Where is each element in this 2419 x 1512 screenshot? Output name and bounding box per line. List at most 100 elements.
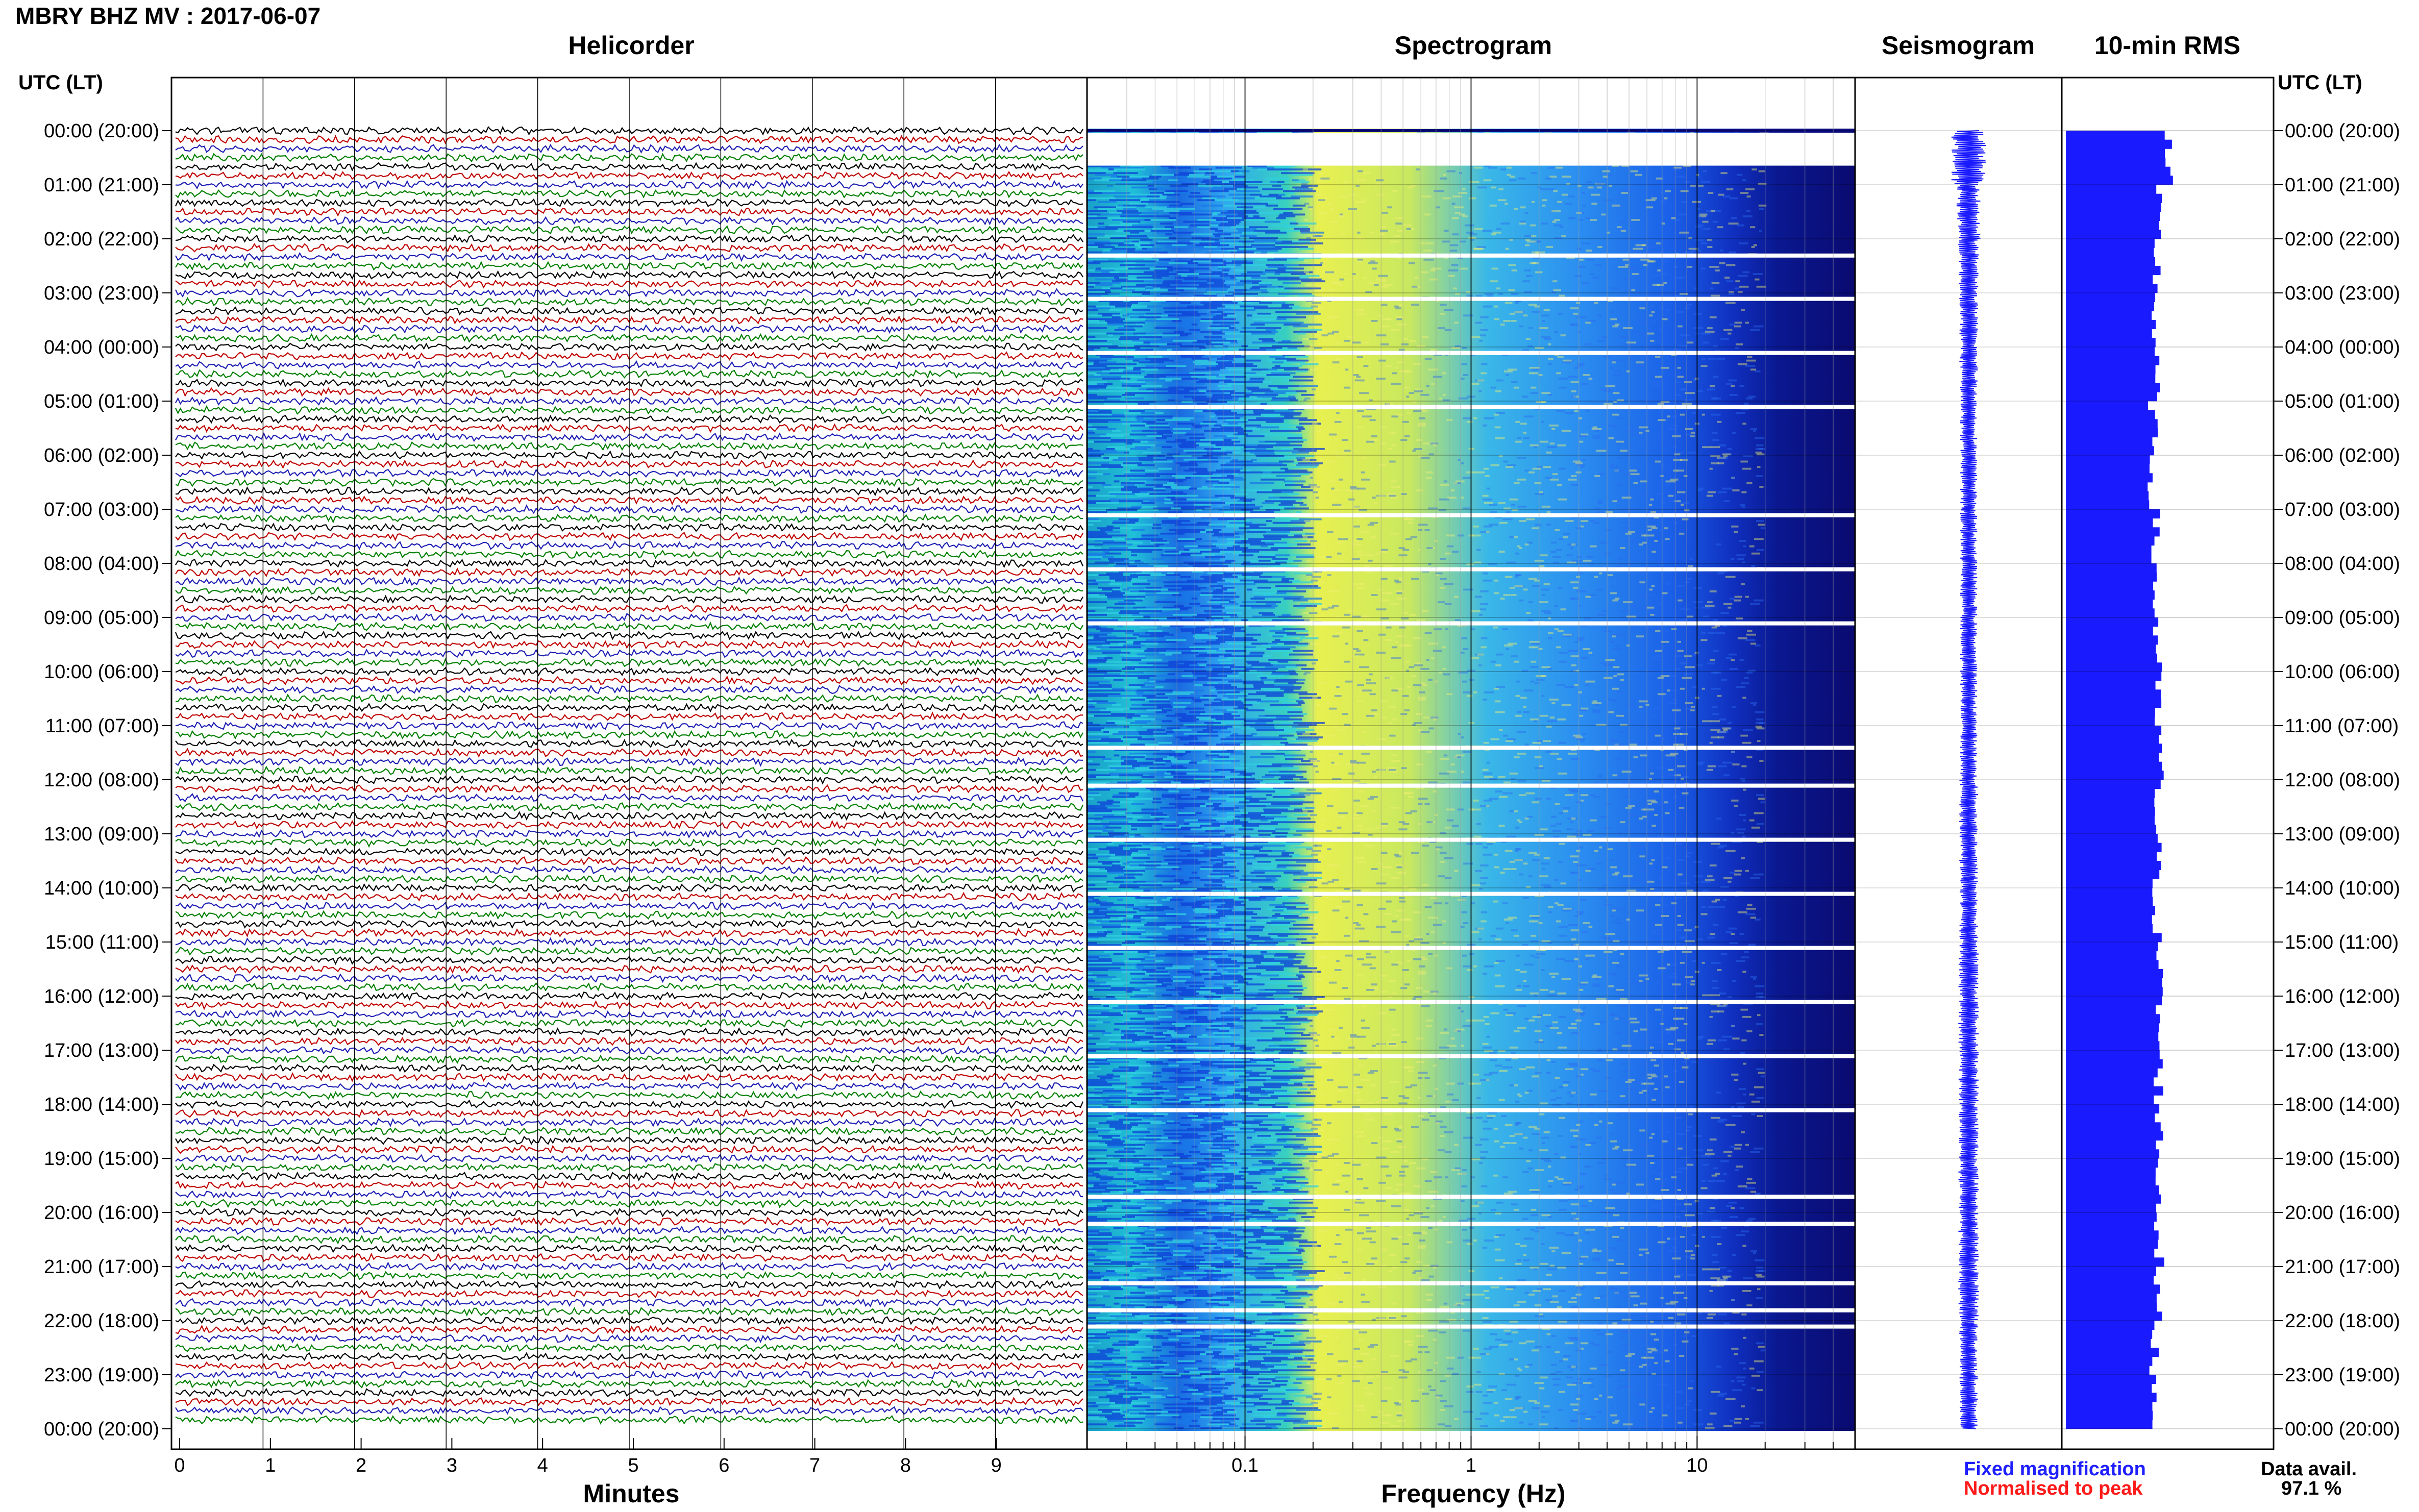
helicorder-x-tick-2: 2 <box>356 1455 366 1476</box>
seismogram-trace <box>1951 130 1986 1429</box>
page-title: MBRY BHZ MV : 2017-06-07 <box>15 3 321 29</box>
helicorder-x-tick-7: 7 <box>809 1455 820 1476</box>
rms-bar-131 <box>2066 1311 2162 1321</box>
right-time-tick-22: 22:00 (18:00) <box>2285 1310 2400 1332</box>
left-time-tick-7: 07:00 (03:00) <box>44 499 159 520</box>
rms-bar-41 <box>2066 500 2150 510</box>
rms-bar-35 <box>2066 446 2154 456</box>
helicorder-x-label: Minutes <box>583 1479 680 1508</box>
left-time-axis-label: UTC (LT) <box>18 71 103 94</box>
rms-bar-11 <box>2066 230 2161 239</box>
rms-bar-60 <box>2066 672 2162 681</box>
left-time-tick-14: 14:00 (10:00) <box>44 878 159 899</box>
right-time-tick-0: 00:00 (20:00) <box>2285 120 2400 142</box>
rms-bar-47 <box>2066 554 2152 564</box>
rms-bar-20 <box>2066 311 2152 320</box>
rms-bar-71 <box>2066 771 2164 780</box>
rms-bar-91 <box>2066 951 2157 960</box>
rms-bar-27 <box>2066 374 2156 384</box>
left-time-tick-18: 18:00 (14:00) <box>44 1094 159 1116</box>
left-time-tick-3: 03:00 (23:00) <box>44 283 159 304</box>
helicorder-x-tick-4: 4 <box>537 1455 548 1476</box>
right-time-tick-16: 16:00 (12:00) <box>2285 986 2400 1007</box>
rms-bar-93 <box>2066 969 2163 979</box>
rms-bar-5 <box>2066 176 2173 185</box>
rms-bar-9 <box>2066 212 2160 221</box>
rms-bar-7 <box>2066 193 2162 203</box>
rms-bar-116 <box>2066 1176 2156 1186</box>
rms-bar-122 <box>2066 1230 2159 1240</box>
rms-bar-19 <box>2066 302 2154 311</box>
rms-bar-140 <box>2066 1393 2157 1402</box>
rms-bar-0 <box>2066 131 2165 140</box>
rms-bar-115 <box>2066 1167 2156 1177</box>
left-time-tick-9: 09:00 (05:00) <box>44 607 159 629</box>
rms-bar-132 <box>2066 1321 2155 1330</box>
left-time-tick-13: 13:00 (09:00) <box>44 824 159 845</box>
rms-bar-137 <box>2066 1366 2150 1375</box>
rms-bar-90 <box>2066 942 2158 952</box>
rms-bar-138 <box>2066 1375 2156 1384</box>
left-time-tick-12: 12:00 (08:00) <box>44 770 159 791</box>
rms-bar-104 <box>2066 1068 2158 1078</box>
rms-bar-103 <box>2066 1059 2163 1069</box>
right-time-tick-18: 18:00 (14:00) <box>2285 1094 2400 1116</box>
rms-bar-88 <box>2066 924 2153 933</box>
rms-bar-86 <box>2066 906 2155 915</box>
data-availability-label: Data avail. <box>2261 1458 2357 1480</box>
right-time-tick-10: 10:00 (06:00) <box>2285 661 2400 683</box>
rms-bar-67 <box>2066 734 2159 744</box>
rms-bar-26 <box>2066 365 2156 375</box>
spectrogram-x-tick-1: 1 <box>1466 1455 1476 1476</box>
left-time-tick-22: 22:00 (18:00) <box>44 1310 159 1332</box>
rms-bar-133 <box>2066 1329 2153 1339</box>
rms-bar-84 <box>2066 888 2153 898</box>
right-time-tick-11: 11:00 (07:00) <box>2285 715 2399 737</box>
rms-title: 10-min RMS <box>2094 31 2241 60</box>
rms-bar-38 <box>2066 473 2153 483</box>
left-time-tick-23: 23:00 (19:00) <box>44 1365 159 1386</box>
rms-bar-125 <box>2066 1257 2164 1267</box>
right-time-tick-1: 01:00 (21:00) <box>2285 175 2400 196</box>
rms-bar-119 <box>2066 1203 2156 1213</box>
right-time-tick-13: 13:00 (09:00) <box>2285 824 2400 845</box>
rms-bar-56 <box>2066 635 2158 645</box>
rms-bar-109 <box>2066 1113 2155 1123</box>
left-time-tick-11: 11:00 (07:00) <box>45 715 159 737</box>
spectrogram-x-tick-0: 0.1 <box>1231 1455 1258 1476</box>
right-time-tick-20: 20:00 (16:00) <box>2285 1202 2400 1224</box>
rms-bar-68 <box>2066 743 2162 753</box>
left-time-tick-24: 00:00 (20:00) <box>44 1419 159 1440</box>
right-time-tick-12: 12:00 (08:00) <box>2285 770 2400 791</box>
rms-bar-87 <box>2066 915 2152 925</box>
rms-bar-102 <box>2066 1050 2160 1060</box>
rms-bar-28 <box>2066 383 2160 392</box>
rms-bar-107 <box>2066 1095 2154 1105</box>
left-time-tick-6: 06:00 (02:00) <box>44 445 159 466</box>
rms-bar-15 <box>2066 266 2161 276</box>
rms-bar-72 <box>2066 780 2161 789</box>
right-time-tick-14: 14:00 (10:00) <box>2285 878 2400 899</box>
right-time-tick-19: 19:00 (15:00) <box>2285 1148 2400 1170</box>
left-time-tick-16: 16:00 (12:00) <box>44 986 159 1007</box>
helicorder-x-tick-1: 1 <box>265 1455 276 1476</box>
left-time-tick-0: 00:00 (20:00) <box>44 120 159 142</box>
rms-bar-79 <box>2066 842 2162 852</box>
spectrogram-title: Spectrogram <box>1394 31 1552 60</box>
rms-bar-100 <box>2066 1032 2159 1042</box>
rms-bar-23 <box>2066 338 2156 348</box>
rms-bar-43 <box>2066 518 2153 528</box>
rms-bar-54 <box>2066 617 2159 627</box>
rms-bar-113 <box>2066 1149 2160 1159</box>
rms-bar-53 <box>2066 608 2155 618</box>
left-time-tick-5: 05:00 (01:00) <box>44 391 159 412</box>
rms-bar-44 <box>2066 527 2160 537</box>
rms-bar-12 <box>2066 239 2155 249</box>
rms-bar-58 <box>2066 653 2157 663</box>
rms-bar-42 <box>2066 509 2160 519</box>
rms-bar-83 <box>2066 879 2153 888</box>
rms-bar-120 <box>2066 1212 2157 1222</box>
rms-bar-118 <box>2066 1194 2161 1204</box>
right-time-tick-7: 07:00 (03:00) <box>2285 499 2400 520</box>
rms-bar-49 <box>2066 572 2157 582</box>
